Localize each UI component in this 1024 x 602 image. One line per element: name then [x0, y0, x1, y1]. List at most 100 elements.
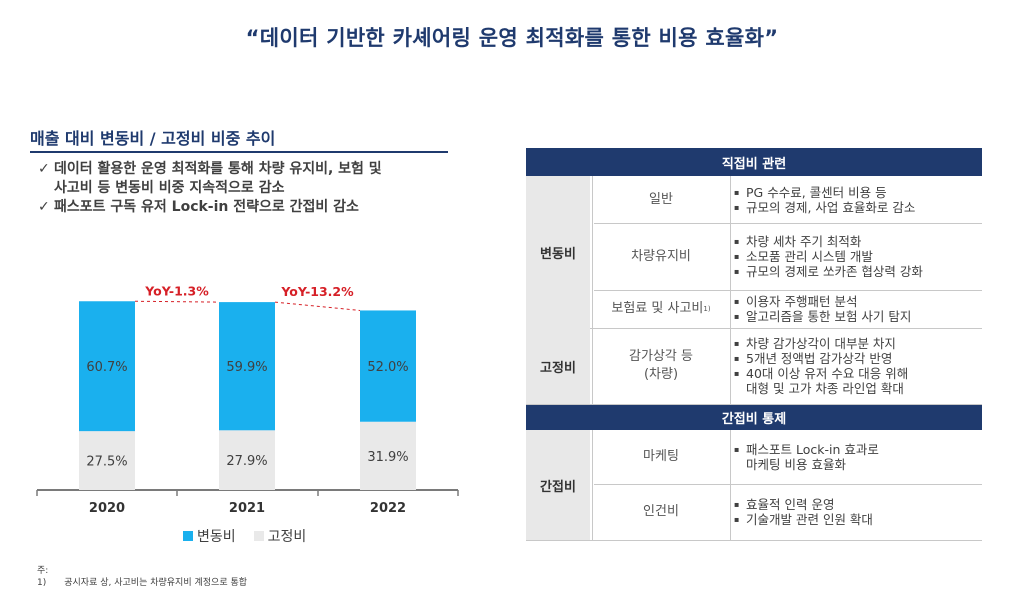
- section-title: 매출 대비 변동비 / 고정비 비중 추이: [30, 129, 276, 148]
- footnote-number: 1): [37, 578, 47, 588]
- footnote: 1) 공시자료 상, 사고비는 차량유지비 계정으로 통합: [37, 577, 247, 589]
- bar-variable-cost: [219, 302, 275, 431]
- item-label: 일반: [649, 191, 673, 207]
- data-label-fixed: 27.5%: [86, 455, 127, 470]
- data-label-variable: 59.9%: [226, 360, 267, 375]
- description-line: ▪ 차량 세차 주기 최적화: [734, 234, 982, 249]
- checkmark-icon: ✓: [38, 199, 50, 215]
- yoy-annotation: YoY-13.2%: [280, 284, 354, 299]
- item-cell: 차량유지비: [594, 223, 728, 290]
- description-line: 대형 및 고가 차종 라인업 확대: [734, 381, 982, 396]
- legend-label-variable: 변동비: [197, 529, 236, 545]
- row-divider: [594, 223, 982, 224]
- bullet-square-icon: ▪: [734, 500, 740, 509]
- bullet-line: 패스포트 구독 유저 Lock-in 전략으로 간접비 감소: [54, 199, 359, 215]
- description-text: 소모품 관리 시스템 개발: [746, 249, 873, 264]
- x-tick-label: 2021: [229, 501, 265, 516]
- bullet-line: 사고비 등 변동비 비중 지속적으로 감소: [54, 180, 285, 196]
- bullet-square-icon: ▪: [734, 339, 740, 348]
- description-line: ▪ 알고리즘을 통한 보험 사기 탐지: [734, 309, 982, 324]
- data-label-variable: 52.0%: [367, 360, 408, 375]
- yoy-connector: [274, 301, 361, 311]
- summary-bullet: ✓ 데이터 활용한 운영 최적화를 통해 차량 유지비, 보험 및 사고비 등 …: [38, 160, 458, 198]
- yoy-annotation: YoY-1.3%: [144, 283, 209, 298]
- bar-variable-cost: [79, 301, 135, 432]
- data-label-variable: 60.7%: [86, 360, 127, 375]
- summary-bullets: ✓ 데이터 활용한 운영 최적화를 통해 차량 유지비, 보험 및 사고비 등 …: [38, 160, 458, 217]
- bullet-square-icon: ▪: [734, 369, 740, 378]
- column-divider: [592, 430, 593, 540]
- description-text: 알고리즘을 통한 보험 사기 탐지: [746, 309, 912, 324]
- legend-swatch-fixed: [253, 531, 264, 541]
- bullet-square-icon: ▪: [734, 312, 740, 321]
- description-text: 차량 감가상각이 대부분 차지: [746, 336, 896, 351]
- indirect-cost-header: 간접비 통제: [526, 404, 982, 430]
- column-divider: [730, 328, 731, 404]
- column-divider: [730, 176, 731, 328]
- bar-fixed-cost: [360, 421, 416, 490]
- bar-variable-cost: [360, 310, 416, 422]
- description-text: 기술개발 관련 인원 확대: [746, 512, 873, 527]
- legend-label-fixed: 고정비: [267, 529, 307, 545]
- group-divider: [526, 540, 982, 541]
- description-text: 5개년 정액법 감가상각 반영: [746, 351, 893, 366]
- description-text: 차량 세차 주기 최적화: [746, 234, 862, 249]
- description-line: ▪ 40대 이상 유저 수요 대응 위해: [734, 366, 982, 381]
- description-text: PG 수수료, 콜센터 비용 등: [746, 184, 887, 200]
- bullet-square-icon: ▪: [734, 445, 740, 454]
- description-text: 이용자 주행패턴 분석: [746, 294, 858, 309]
- data-label-fixed: 27.9%: [226, 454, 267, 469]
- bullet-line: 데이터 활용한 운영 최적화를 통해 차량 유지비, 보험 및: [54, 161, 382, 177]
- direct-cost-header: 직접비 관련: [526, 148, 982, 176]
- row-divider: [594, 484, 982, 485]
- bullet-square-icon: ▪: [734, 354, 740, 363]
- category-cell: 고정비: [526, 328, 590, 404]
- column-divider: [730, 430, 731, 540]
- chart-legend: 변동비 고정비: [183, 526, 306, 546]
- description-cell: ▪ 이용자 주행패턴 분석 ▪ 알고리즘을 통한 보험 사기 탐지: [734, 290, 982, 328]
- column-divider: [592, 176, 593, 328]
- category-cell: 변동비: [526, 176, 590, 328]
- description-line: ▪ 규모의 경제로 쏘카존 협상력 강화: [734, 264, 982, 279]
- description-line: ▪ 5개년 정액법 감가상각 반영: [734, 351, 982, 366]
- description-line: ▪ 차량 감가상각이 대부분 차지: [734, 336, 982, 351]
- summary-bullet: ✓ 패스포트 구독 유저 Lock-in 전략으로 간접비 감소: [38, 198, 458, 217]
- item-label: 인건비: [643, 504, 679, 519]
- description-text: 효율적 인력 운영: [746, 497, 835, 512]
- description-line: ▪ 기술개발 관련 인원 확대: [734, 512, 982, 527]
- legend-swatch-variable: [183, 531, 193, 541]
- description-line: ▪ 패스포트 Lock-in 효과로: [734, 442, 982, 457]
- description-cell: ▪ 패스포트 Lock-in 효과로 마케팅 비용 효율화: [734, 430, 982, 484]
- item-cell: 일반: [594, 176, 728, 223]
- footnote-text: 공시자료 상, 사고비는 차량유지비 계정으로 통합: [64, 578, 248, 588]
- description-text: 규모의 경제, 사업 효율화로 감소: [746, 199, 916, 215]
- description-text: 마케팅 비용 효율화: [746, 457, 846, 472]
- data-label-fixed: 31.9%: [367, 450, 408, 465]
- item-label: 마케팅: [643, 449, 679, 464]
- yoy-connector: [134, 300, 220, 303]
- bullet-square-icon: ▪: [734, 297, 740, 306]
- description-text: 40대 이상 유저 수요 대응 위해: [746, 366, 909, 381]
- footnote-marker: 1): [703, 305, 711, 313]
- x-tick-label: 2022: [370, 501, 406, 516]
- item-cell: 보험료 및 사고비 1): [594, 290, 728, 328]
- description-line: ▪ 효율적 인력 운영: [734, 497, 982, 512]
- group-divider: [526, 404, 982, 405]
- description-line: ▪ 이용자 주행패턴 분석: [734, 294, 982, 309]
- group-divider: [526, 328, 982, 329]
- description-cell: ▪ 효율적 인력 운영 ▪ 기술개발 관련 인원 확대: [734, 484, 982, 540]
- checkmark-icon: ✓: [38, 161, 50, 177]
- description-line: ▪ 소모품 관리 시스템 개발: [734, 249, 982, 264]
- item-cell: 인건비: [594, 484, 728, 540]
- item-cell: 감가상각 등 (차량): [594, 328, 728, 404]
- bullet-square-icon: ▪: [734, 515, 740, 524]
- description-cell: ▪ 차량 감가상각이 대부분 차지 ▪ 5개년 정액법 감가상각 반영 ▪ 40대 이상 …: [734, 328, 982, 404]
- bullet-square-icon: ▪: [734, 252, 740, 261]
- bar-fixed-cost: [219, 430, 275, 490]
- stacked-bar-chart: 60.7% 27.5% 2020 59.9% 27.9% 2021 52.0% 31.9% 20…: [36, 283, 459, 516]
- row-divider: [594, 290, 982, 291]
- description-line: ▪ 규모의 경제, 사업 효율화로 감소: [734, 200, 982, 215]
- description-text: 패스포트 Lock-in 효과로: [746, 442, 879, 457]
- footnote-label: 주:: [37, 566, 49, 576]
- description-text: 대형 및 고가 차종 라인업 확대: [746, 381, 904, 396]
